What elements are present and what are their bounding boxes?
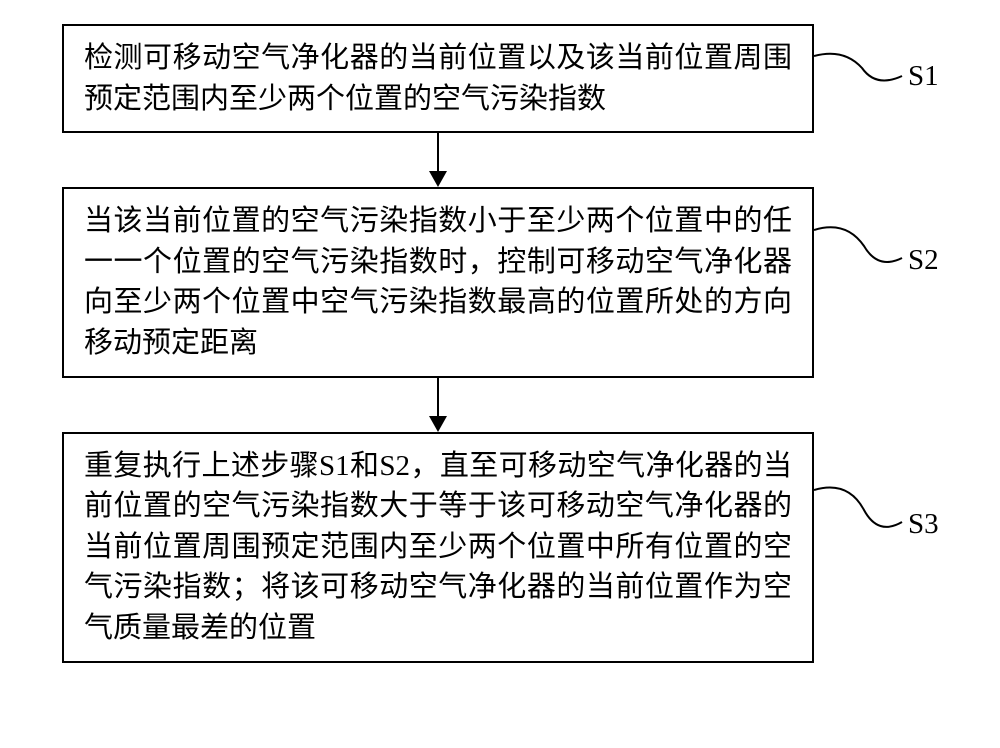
arrow-s2-s3 [62, 378, 814, 432]
arrow-head-icon [429, 416, 447, 432]
label-text-s1: S1 [908, 60, 939, 92]
label-text-s3: S3 [908, 508, 939, 540]
step-label-s1: S1 [908, 60, 939, 93]
step-label-s3: S3 [908, 508, 939, 541]
step-text-s1: 检测可移动空气净化器的当前位置以及该当前位置周围预定范围内至少两个位置的空气污染… [84, 42, 792, 115]
step-text-s2: 当该当前位置的空气污染指数小于至少两个位置中的任一一个位置的空气污染指数时，控制… [84, 205, 792, 359]
arrow-s1-s2 [62, 133, 814, 187]
arrow-head-icon [429, 171, 447, 187]
step-box-s1: 检测可移动空气净化器的当前位置以及该当前位置周围预定范围内至少两个位置的空气污染… [62, 24, 814, 133]
arrow-line [437, 133, 439, 173]
step-box-s2: 当该当前位置的空气污染指数小于至少两个位置中的任一一个位置的空气污染指数时，控制… [62, 187, 814, 377]
flowchart-container: 检测可移动空气净化器的当前位置以及该当前位置周围预定范围内至少两个位置的空气污染… [62, 24, 938, 663]
step-box-s3: 重复执行上述步骤S1和S2，直至可移动空气净化器的当前位置的空气污染指数大于等于… [62, 432, 814, 663]
step-text-s3: 重复执行上述步骤S1和S2，直至可移动空气净化器的当前位置的空气污染指数大于等于… [84, 450, 792, 644]
arrow-line [437, 378, 439, 418]
label-text-s2: S2 [908, 244, 939, 276]
step-label-s2: S2 [908, 244, 939, 277]
